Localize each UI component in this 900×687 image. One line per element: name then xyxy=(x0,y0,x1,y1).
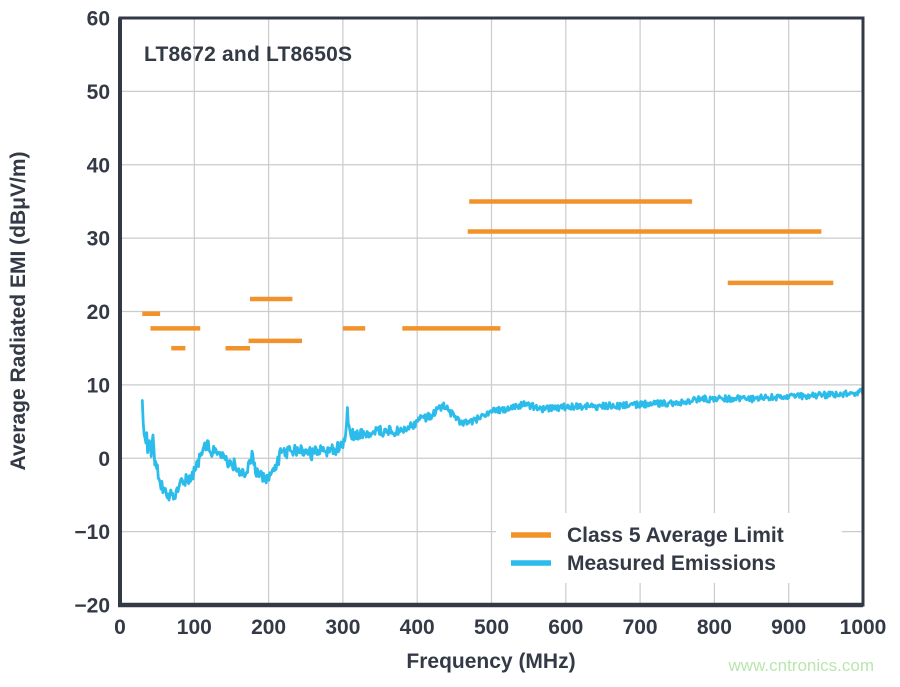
x-tick-label: 1000 xyxy=(840,616,887,639)
x-tick-label: 600 xyxy=(548,616,583,639)
x-tick-label: 500 xyxy=(474,616,509,639)
watermark-text: www.cntronics.com xyxy=(728,656,874,675)
tick-labels: 0 100 200 300 400 500 600 700 800 900 1000 −20 −10 0 1… xyxy=(74,8,886,640)
measured-emissions-line xyxy=(140,387,865,502)
x-tick-label: 200 xyxy=(251,616,286,639)
x-tick-label: 700 xyxy=(623,616,658,639)
y-tick-label: 30 xyxy=(87,228,110,251)
x-tick-label: 100 xyxy=(177,616,212,639)
y-axis-label: Average Radiated EMI (dBμV/m) xyxy=(7,152,30,471)
y-tick-label: −10 xyxy=(74,521,110,544)
y-tick-label: 60 xyxy=(87,8,110,31)
x-tick-label: 0 xyxy=(114,616,126,639)
legend: Class 5 Average Limit Measured Emissions xyxy=(496,513,842,583)
y-tick-label: 10 xyxy=(87,374,110,397)
x-tick-label: 800 xyxy=(697,616,732,639)
y-tick-label: 20 xyxy=(87,301,110,324)
x-axis-label: Frequency (MHz) xyxy=(406,650,575,673)
series-layer xyxy=(140,199,865,502)
plot-title: LT8672 and LT8650S xyxy=(144,43,352,66)
y-tick-label: 40 xyxy=(87,154,110,177)
y-tick-label: −20 xyxy=(74,595,110,618)
x-tick-label: 300 xyxy=(325,616,360,639)
x-tick-label: 400 xyxy=(400,616,435,639)
y-tick-label: 0 xyxy=(98,448,110,471)
legend-background xyxy=(496,513,842,583)
y-tick-label: 50 xyxy=(87,81,110,104)
legend-label-class5-limit: Class 5 Average Limit xyxy=(567,524,784,547)
legend-label-measured: Measured Emissions xyxy=(567,552,776,575)
grid-layer xyxy=(120,18,863,605)
x-tick-label: 900 xyxy=(771,616,806,639)
